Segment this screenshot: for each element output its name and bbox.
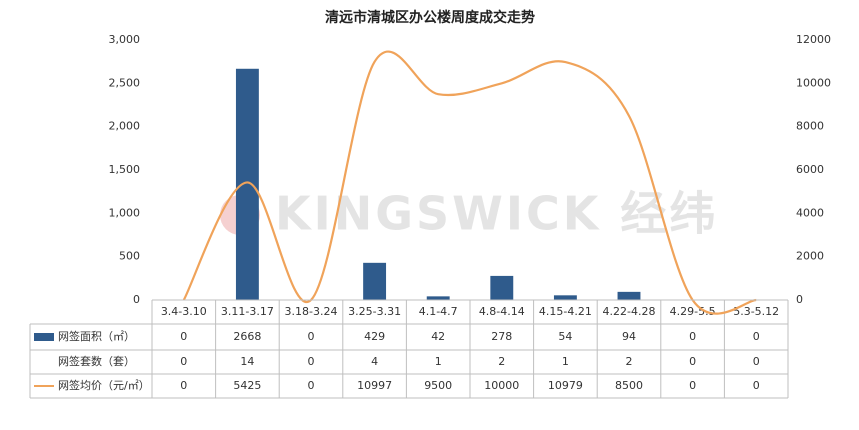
chart-title: 清远市清城区办公楼周度成交走势 bbox=[325, 9, 535, 26]
x-tick-label: 4.22-4.28 bbox=[603, 305, 656, 318]
bar bbox=[617, 291, 641, 300]
table-value: 2 bbox=[626, 355, 633, 368]
y-tick-label: 500 bbox=[119, 250, 140, 263]
line bbox=[182, 50, 757, 315]
y-tick-label: 1,500 bbox=[109, 163, 141, 176]
y-tick-label: 2,000 bbox=[109, 120, 141, 133]
table-value: 10979 bbox=[548, 379, 583, 392]
table-value: 0 bbox=[689, 379, 696, 392]
legend-label: 网签均价（元/㎡） bbox=[58, 378, 150, 392]
y-tick-label: 1,000 bbox=[109, 206, 141, 219]
table-value: 9500 bbox=[424, 379, 452, 392]
x-tick-label: 4.15-4.21 bbox=[539, 305, 592, 318]
x-tick-label: 3.18-3.24 bbox=[285, 305, 338, 318]
table-value: 0 bbox=[308, 355, 315, 368]
y2-tick-label: 8000 bbox=[796, 120, 824, 133]
table-value: 0 bbox=[308, 379, 315, 392]
table-value: 0 bbox=[308, 330, 315, 343]
table-value: 0 bbox=[689, 330, 696, 343]
table-value: 0 bbox=[180, 355, 187, 368]
table-value: 8500 bbox=[615, 379, 643, 392]
table-value: 0 bbox=[689, 355, 696, 368]
table-value: 14 bbox=[240, 355, 254, 368]
y2-tick-label: 4000 bbox=[796, 206, 824, 219]
y2-tick-label: 12000 bbox=[796, 33, 831, 46]
table-value: 0 bbox=[180, 330, 187, 343]
y2-tick-label: 6000 bbox=[796, 163, 824, 176]
y-tick-label: 0 bbox=[133, 293, 140, 306]
x-tick-label: 3.11-3.17 bbox=[221, 305, 274, 318]
table-value: 4 bbox=[371, 355, 378, 368]
table-value: 278 bbox=[491, 330, 512, 343]
table-value: 0 bbox=[753, 379, 760, 392]
table-value: 0 bbox=[753, 355, 760, 368]
y-tick-label: 2,500 bbox=[109, 76, 141, 89]
y2-tick-label: 2000 bbox=[796, 250, 824, 263]
bar bbox=[490, 275, 514, 300]
x-tick-label: 4.8-4.14 bbox=[479, 305, 525, 318]
legend-label: 网签套数（套） bbox=[58, 354, 135, 368]
y2-tick-label: 0 bbox=[796, 293, 803, 306]
table-value: 94 bbox=[622, 330, 636, 343]
table-value: 10000 bbox=[484, 379, 519, 392]
table-value: 1 bbox=[562, 355, 569, 368]
x-tick-label: 4.29-5.5 bbox=[670, 305, 716, 318]
x-tick-label: 3.4-3.10 bbox=[161, 305, 207, 318]
bar bbox=[363, 262, 387, 300]
legend-label: 网签面积（㎡） bbox=[58, 329, 135, 343]
x-tick-label: 3.25-3.31 bbox=[348, 305, 401, 318]
y2-tick-label: 10000 bbox=[796, 76, 831, 89]
watermark: KINGSWICK 经纬 bbox=[275, 187, 718, 241]
table-value: 42 bbox=[431, 330, 445, 343]
table-value: 0 bbox=[753, 330, 760, 343]
table-value: 54 bbox=[558, 330, 572, 343]
table-value: 2668 bbox=[233, 330, 261, 343]
x-tick-label: 5.3-5.12 bbox=[733, 305, 779, 318]
y-tick-label: 3,000 bbox=[109, 33, 141, 46]
bar bbox=[553, 295, 577, 300]
bar bbox=[235, 68, 259, 300]
bar bbox=[426, 296, 450, 300]
table-value: 429 bbox=[364, 330, 385, 343]
table-value: 5425 bbox=[233, 379, 261, 392]
table-value: 10997 bbox=[357, 379, 392, 392]
legend-key bbox=[34, 333, 54, 341]
table-value: 2 bbox=[498, 355, 505, 368]
table-value: 1 bbox=[435, 355, 442, 368]
x-tick-label: 4.1-4.7 bbox=[419, 305, 458, 318]
table-value: 0 bbox=[180, 379, 187, 392]
